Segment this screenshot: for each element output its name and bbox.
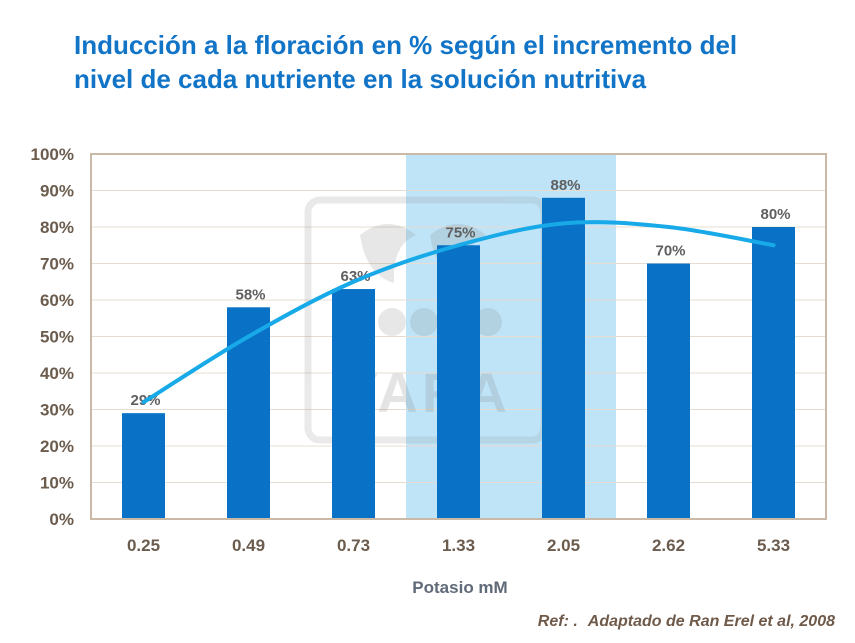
data-label: 58%: [235, 286, 265, 303]
y-tick-label: 0%: [49, 510, 74, 529]
reference-text: Adaptado de Ran Erel et al, 2008: [587, 613, 835, 630]
bar: [332, 289, 375, 519]
bar: [647, 263, 690, 519]
data-label: 70%: [655, 243, 685, 260]
x-tick-label: 1.33: [442, 536, 475, 555]
data-label: 63%: [340, 268, 370, 285]
data-label: 88%: [550, 177, 580, 194]
y-tick-label: 30%: [40, 401, 74, 420]
y-tick-label: 80%: [40, 218, 74, 237]
x-tick-label: 0.25: [127, 536, 160, 555]
bar: [122, 413, 165, 519]
y-tick-label: 40%: [40, 364, 74, 383]
data-label: 75%: [445, 224, 475, 241]
trendline: [141, 220, 776, 405]
y-tick-label: 100%: [31, 145, 74, 164]
x-tick-label: 0.49: [232, 536, 265, 555]
bar: [542, 197, 585, 520]
x-tick-label: 5.33: [757, 536, 790, 555]
chart-title: Inducción a la floración en % según el i…: [74, 28, 834, 96]
reference-prefix: Ref: .: [537, 613, 578, 630]
y-tick-label: 50%: [40, 328, 74, 347]
plot-border: [90, 153, 827, 520]
x-tick-label: 2.05: [547, 536, 580, 555]
chart-title-line1: Inducción a la floración en % según el i…: [74, 30, 738, 60]
bar: [752, 227, 795, 519]
chart-title-line2: nivel de cada nutriente en la solución n…: [74, 64, 647, 94]
x-axis-title: Potasio mM: [412, 578, 508, 597]
reference-note: Ref: . Adaptado de Ran Erel et al, 2008: [538, 613, 835, 631]
y-tick-label: 90%: [40, 182, 74, 201]
bar: [437, 245, 480, 519]
data-label: 80%: [760, 206, 790, 223]
x-tick-label: 2.62: [652, 536, 685, 555]
x-tick-label: 0.73: [337, 536, 370, 555]
bar: [227, 307, 270, 519]
y-tick-label: 60%: [40, 291, 74, 310]
y-tick-label: 10%: [40, 474, 74, 493]
y-tick-label: 20%: [40, 437, 74, 456]
y-tick-label: 70%: [40, 255, 74, 274]
